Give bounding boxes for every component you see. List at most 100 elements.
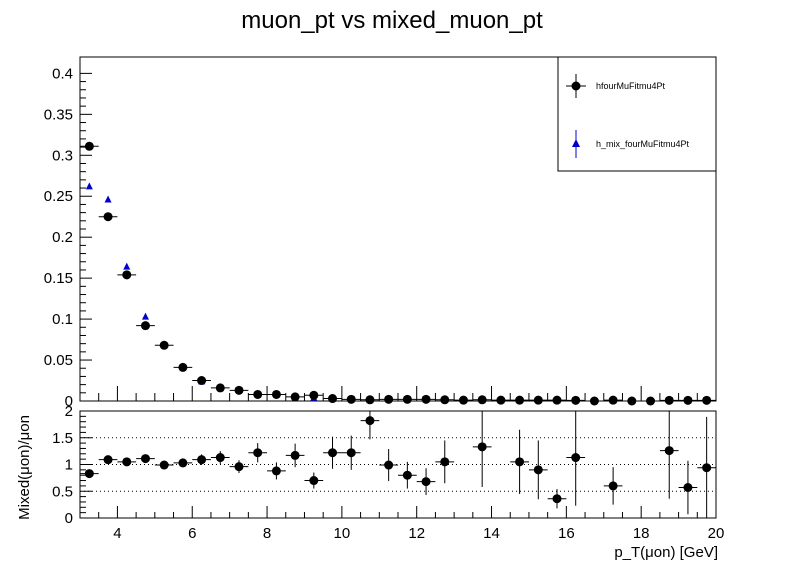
ratio-point <box>608 481 618 491</box>
legend: hfourMuFitmu4Pt h_mix_fourMuFitmu4Pt <box>557 56 717 172</box>
data-point <box>271 389 281 399</box>
ratio-y-tick-label: 0 <box>65 510 73 527</box>
data-point <box>421 394 431 404</box>
x-axis-label: p_T(μon) [GeV] <box>614 544 718 561</box>
data-point <box>402 394 412 404</box>
data-point <box>197 376 207 386</box>
main-x-axis-ticks <box>79 386 717 401</box>
data-point <box>84 141 94 151</box>
x-tick-label: 18 <box>633 525 650 542</box>
ratio-point <box>253 448 263 458</box>
data-point <box>458 395 468 405</box>
data-point <box>440 395 450 405</box>
legend-entry-1-marker <box>571 81 581 91</box>
ratio-point <box>702 463 712 473</box>
ratio-point <box>309 476 319 486</box>
mix-point <box>85 182 93 190</box>
data-point <box>702 395 712 405</box>
data-point <box>215 383 225 393</box>
main-y-tick-label: 0.2 <box>52 229 73 246</box>
x-tick-label: 14 <box>483 525 500 542</box>
main-y-tick-label: 0.3 <box>52 147 73 164</box>
data-point <box>683 395 693 405</box>
data-point <box>646 396 656 406</box>
ratio-point <box>477 442 487 452</box>
main-y-tick-label: 0 <box>65 393 73 410</box>
ratio-point <box>533 465 543 475</box>
ratio-point <box>346 448 356 458</box>
ratio-point <box>178 458 188 468</box>
ratio-point <box>197 455 207 465</box>
ratio-y-tick-label: 1 <box>65 457 73 474</box>
data-point <box>234 385 244 395</box>
data-point <box>103 212 113 222</box>
legend-entry-2-label: h_mix_fourMuFitmu4Pt <box>596 139 690 149</box>
main-y-tick-label: 0.35 <box>44 106 73 123</box>
data-point <box>346 394 356 404</box>
ratio-point <box>122 457 132 467</box>
main-y-tick-label: 0.05 <box>44 352 73 369</box>
ratio-y-tick-label: 0.5 <box>52 483 73 500</box>
legend-entry-2-marker <box>572 139 580 147</box>
ratio-point <box>84 469 94 479</box>
data-point <box>365 395 375 405</box>
ratio-y-axis: 0 0.5 1 1.5 2 <box>52 403 92 527</box>
x-tick-label: 6 <box>188 525 196 542</box>
main-y-tick-label: 0.15 <box>44 270 73 287</box>
ratio-point <box>215 453 225 463</box>
main-error-bars <box>80 145 716 402</box>
data-point <box>608 395 618 405</box>
ratio-point <box>271 466 281 476</box>
x-tick-label: 16 <box>558 525 575 542</box>
ratio-grid <box>80 437 716 492</box>
ratio-point <box>365 416 375 426</box>
ratio-point <box>290 450 300 460</box>
data-point <box>290 392 300 402</box>
data-point <box>328 394 338 404</box>
ratio-y-axis-label: Mixed(μon)/μon <box>16 415 33 520</box>
data-point <box>589 396 599 406</box>
data-point <box>533 395 543 405</box>
mix-point <box>123 262 131 270</box>
data-point <box>477 395 487 405</box>
main-y-tick-label: 0.1 <box>52 311 73 328</box>
ratio-point <box>683 483 693 493</box>
data-point <box>159 340 169 350</box>
legend-entry-1-label: hfourMuFitmu4Pt <box>596 81 666 91</box>
data-point <box>627 396 637 406</box>
ratio-x-axis: 4 6 8 10 12 14 16 18 20 <box>79 506 725 542</box>
data-point <box>384 394 394 404</box>
data-point <box>122 270 132 280</box>
mix-point <box>104 195 112 203</box>
ratio-point <box>103 455 113 465</box>
data-point <box>253 389 263 399</box>
ratio-series-markers <box>80 411 716 518</box>
data-point <box>496 395 506 405</box>
data-point <box>309 390 319 400</box>
main-y-tick-label: 0.4 <box>52 65 73 82</box>
ratio-point <box>328 448 338 458</box>
ratio-point <box>159 460 169 470</box>
chart-title: muon_pt vs mixed_muon_pt <box>241 7 543 34</box>
main-series-markers <box>84 141 712 406</box>
ratio-point <box>571 453 581 463</box>
x-tick-label: 20 <box>708 525 725 542</box>
data-point <box>664 395 674 405</box>
data-point <box>552 395 562 405</box>
data-point <box>140 321 150 331</box>
ratio-point <box>515 457 525 467</box>
x-tick-label: 12 <box>408 525 425 542</box>
data-point <box>571 395 581 405</box>
ratio-point <box>664 446 674 456</box>
x-tick-label: 8 <box>263 525 271 542</box>
data-point <box>178 362 188 372</box>
ratio-y-tick-label: 2 <box>65 403 73 420</box>
ratio-point <box>384 460 394 470</box>
x-tick-label: 10 <box>334 525 351 542</box>
ratio-point <box>234 462 244 472</box>
ratio-point <box>140 454 150 464</box>
x-tick-label: 4 <box>113 525 121 542</box>
ratio-point <box>552 494 562 504</box>
data-point <box>515 395 525 405</box>
